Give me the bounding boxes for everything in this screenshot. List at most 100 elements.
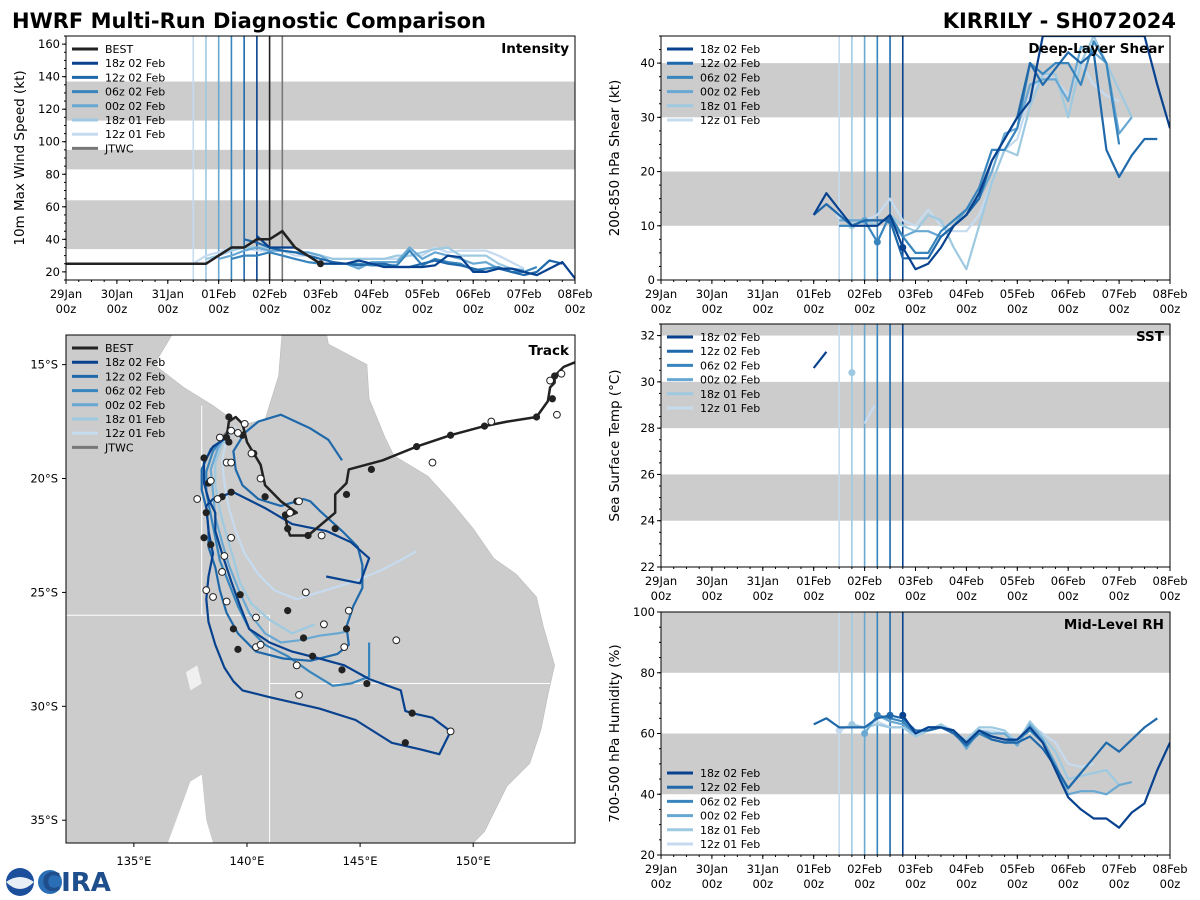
- legend-label: 06z 02 Feb: [700, 359, 760, 372]
- model-track: [214, 430, 316, 635]
- shear-panel: 01020304029Jan00z30Jan00z31Jan00z01Feb00…: [607, 35, 1188, 316]
- y-tick-label: 40: [640, 787, 655, 801]
- y-tick-label: 100: [633, 605, 655, 619]
- best-track-marker: [304, 531, 312, 540]
- x-tick-label-date: 06Feb: [1051, 862, 1086, 876]
- best-track-marker: [480, 422, 489, 430]
- track-marker-filled: [234, 645, 242, 653]
- cira-logo: CIRA: [6, 868, 111, 898]
- legend-label: 18z 02 Feb: [700, 767, 760, 780]
- x-tick-label-date: 04Feb: [949, 574, 984, 588]
- x-tick-label-hour: 00z: [702, 302, 723, 316]
- x-tick-label-date: 30Jan: [101, 287, 133, 301]
- x-tick-label-date: 07Feb: [1102, 862, 1137, 876]
- x-tick-label-hour: 00z: [1109, 877, 1130, 891]
- x-tick-label-date: 31Jan: [747, 574, 779, 588]
- y-tick-label: 30: [640, 110, 655, 124]
- x-tick-label-hour: 00z: [905, 589, 926, 603]
- series-line: [218, 246, 525, 272]
- x-tick-label-hour: 00z: [854, 302, 875, 316]
- panel-title: Track: [529, 343, 570, 359]
- track-marker-open: [428, 458, 437, 467]
- x-tick-label-hour: 00z: [905, 877, 926, 891]
- shade-band: [66, 81, 575, 121]
- legend-label: 00z 02 Feb: [700, 810, 760, 823]
- lon-tick-label: 145°E: [343, 854, 378, 868]
- x-tick-label-date: 03Feb: [898, 287, 933, 301]
- lat-tick-label: 30°S: [30, 699, 58, 713]
- series-line: [901, 714, 1170, 829]
- x-tick-label-date: 01Feb: [201, 287, 236, 301]
- x-tick-label-date: 01Feb: [796, 287, 831, 301]
- best-track-marker: [532, 413, 541, 421]
- legend-label: 00z 02 Feb: [105, 100, 165, 113]
- track-marker-open: [222, 597, 231, 606]
- legend-label: 00z 02 Feb: [700, 374, 760, 387]
- lat-tick-label: 20°S: [30, 472, 58, 486]
- x-tick-label-date: 07Feb: [1102, 287, 1137, 301]
- track-marker-open: [256, 640, 265, 649]
- y-tick-label: 24: [640, 514, 655, 528]
- x-tick-label-date: 04Feb: [354, 287, 389, 301]
- x-tick-label-hour: 00z: [752, 877, 773, 891]
- x-tick-label-date: 06Feb: [1051, 574, 1086, 588]
- y-tick-label: 22: [640, 560, 655, 574]
- x-tick-label-hour: 00z: [854, 877, 875, 891]
- x-tick-label-hour: 00z: [1007, 302, 1028, 316]
- x-tick-label-date: 31Jan: [747, 862, 779, 876]
- series-line: [812, 351, 828, 369]
- panel-title: SST: [1136, 329, 1165, 345]
- best-track-marker: [367, 465, 375, 474]
- best-track-marker: [261, 493, 269, 501]
- x-tick-label-hour: 00z: [651, 589, 672, 603]
- lat-tick-label: 35°S: [30, 813, 58, 827]
- y-tick-label: 20: [640, 165, 655, 179]
- legend-label: 06z 02 Feb: [700, 71, 760, 84]
- x-tick-label-date: 04Feb: [949, 862, 984, 876]
- track-marker-open: [227, 533, 236, 542]
- track-marker-filled: [236, 591, 244, 599]
- globe-icon: [38, 870, 62, 894]
- track-marker-filled: [299, 634, 308, 642]
- shade-band: [66, 149, 575, 170]
- track-marker-filled: [200, 454, 208, 462]
- legend-label: 12z 01 Feb: [700, 114, 760, 127]
- x-tick-label-hour: 00z: [956, 589, 977, 603]
- track-marker-filled: [207, 540, 215, 549]
- series-line: [813, 714, 1158, 790]
- legend-label: 00z 02 Feb: [105, 399, 165, 412]
- shade-band: [66, 200, 575, 250]
- plot-area: [812, 36, 1170, 271]
- track-marker-open: [319, 620, 328, 629]
- x-tick-label-hour: 00z: [565, 302, 586, 316]
- panel-title: Deep-Layer Shear: [1028, 41, 1164, 57]
- best-track-line: [66, 229, 322, 265]
- legend-label: 12z 02 Feb: [700, 781, 760, 794]
- y-tick-label: 140: [38, 70, 60, 84]
- panel-title: Mid-Level RH: [1064, 617, 1164, 633]
- y-tick-label: 160: [38, 37, 60, 51]
- x-tick-label-hour: 00z: [412, 302, 433, 316]
- x-tick-label-date: 30Jan: [696, 287, 728, 301]
- plot-area: [66, 229, 575, 280]
- series-line: [851, 720, 1120, 786]
- sst-panel: 22242628303229Jan00z30Jan00z31Jan00z01Fe…: [607, 323, 1188, 603]
- track-marker-filled: [200, 534, 208, 542]
- x-tick-label-date: 05Feb: [405, 287, 440, 301]
- legend-label: 18z 02 Feb: [700, 43, 760, 56]
- x-tick-label-hour: 00z: [956, 877, 977, 891]
- x-tick-label-hour: 00z: [1160, 877, 1181, 891]
- x-tick-label-hour: 00z: [463, 302, 484, 316]
- track-marker-open: [295, 497, 303, 506]
- legend-label: 18z 02 Feb: [700, 331, 760, 344]
- map-area: [66, 335, 575, 843]
- y-tick-label: 10: [640, 219, 655, 233]
- track-marker-filled: [284, 607, 292, 615]
- best-track-marker: [317, 260, 324, 268]
- x-tick-label-date: 05Feb: [1000, 574, 1035, 588]
- y-axis-label: 10m Max Wind Speed (kt): [12, 70, 28, 245]
- intensity-panel: 2040608010012014016029Jan00z30Jan00z31Ja…: [12, 35, 593, 316]
- track-marker-open: [218, 568, 226, 576]
- x-tick-label-date: 06Feb: [456, 287, 491, 301]
- best-track-marker: [548, 395, 556, 403]
